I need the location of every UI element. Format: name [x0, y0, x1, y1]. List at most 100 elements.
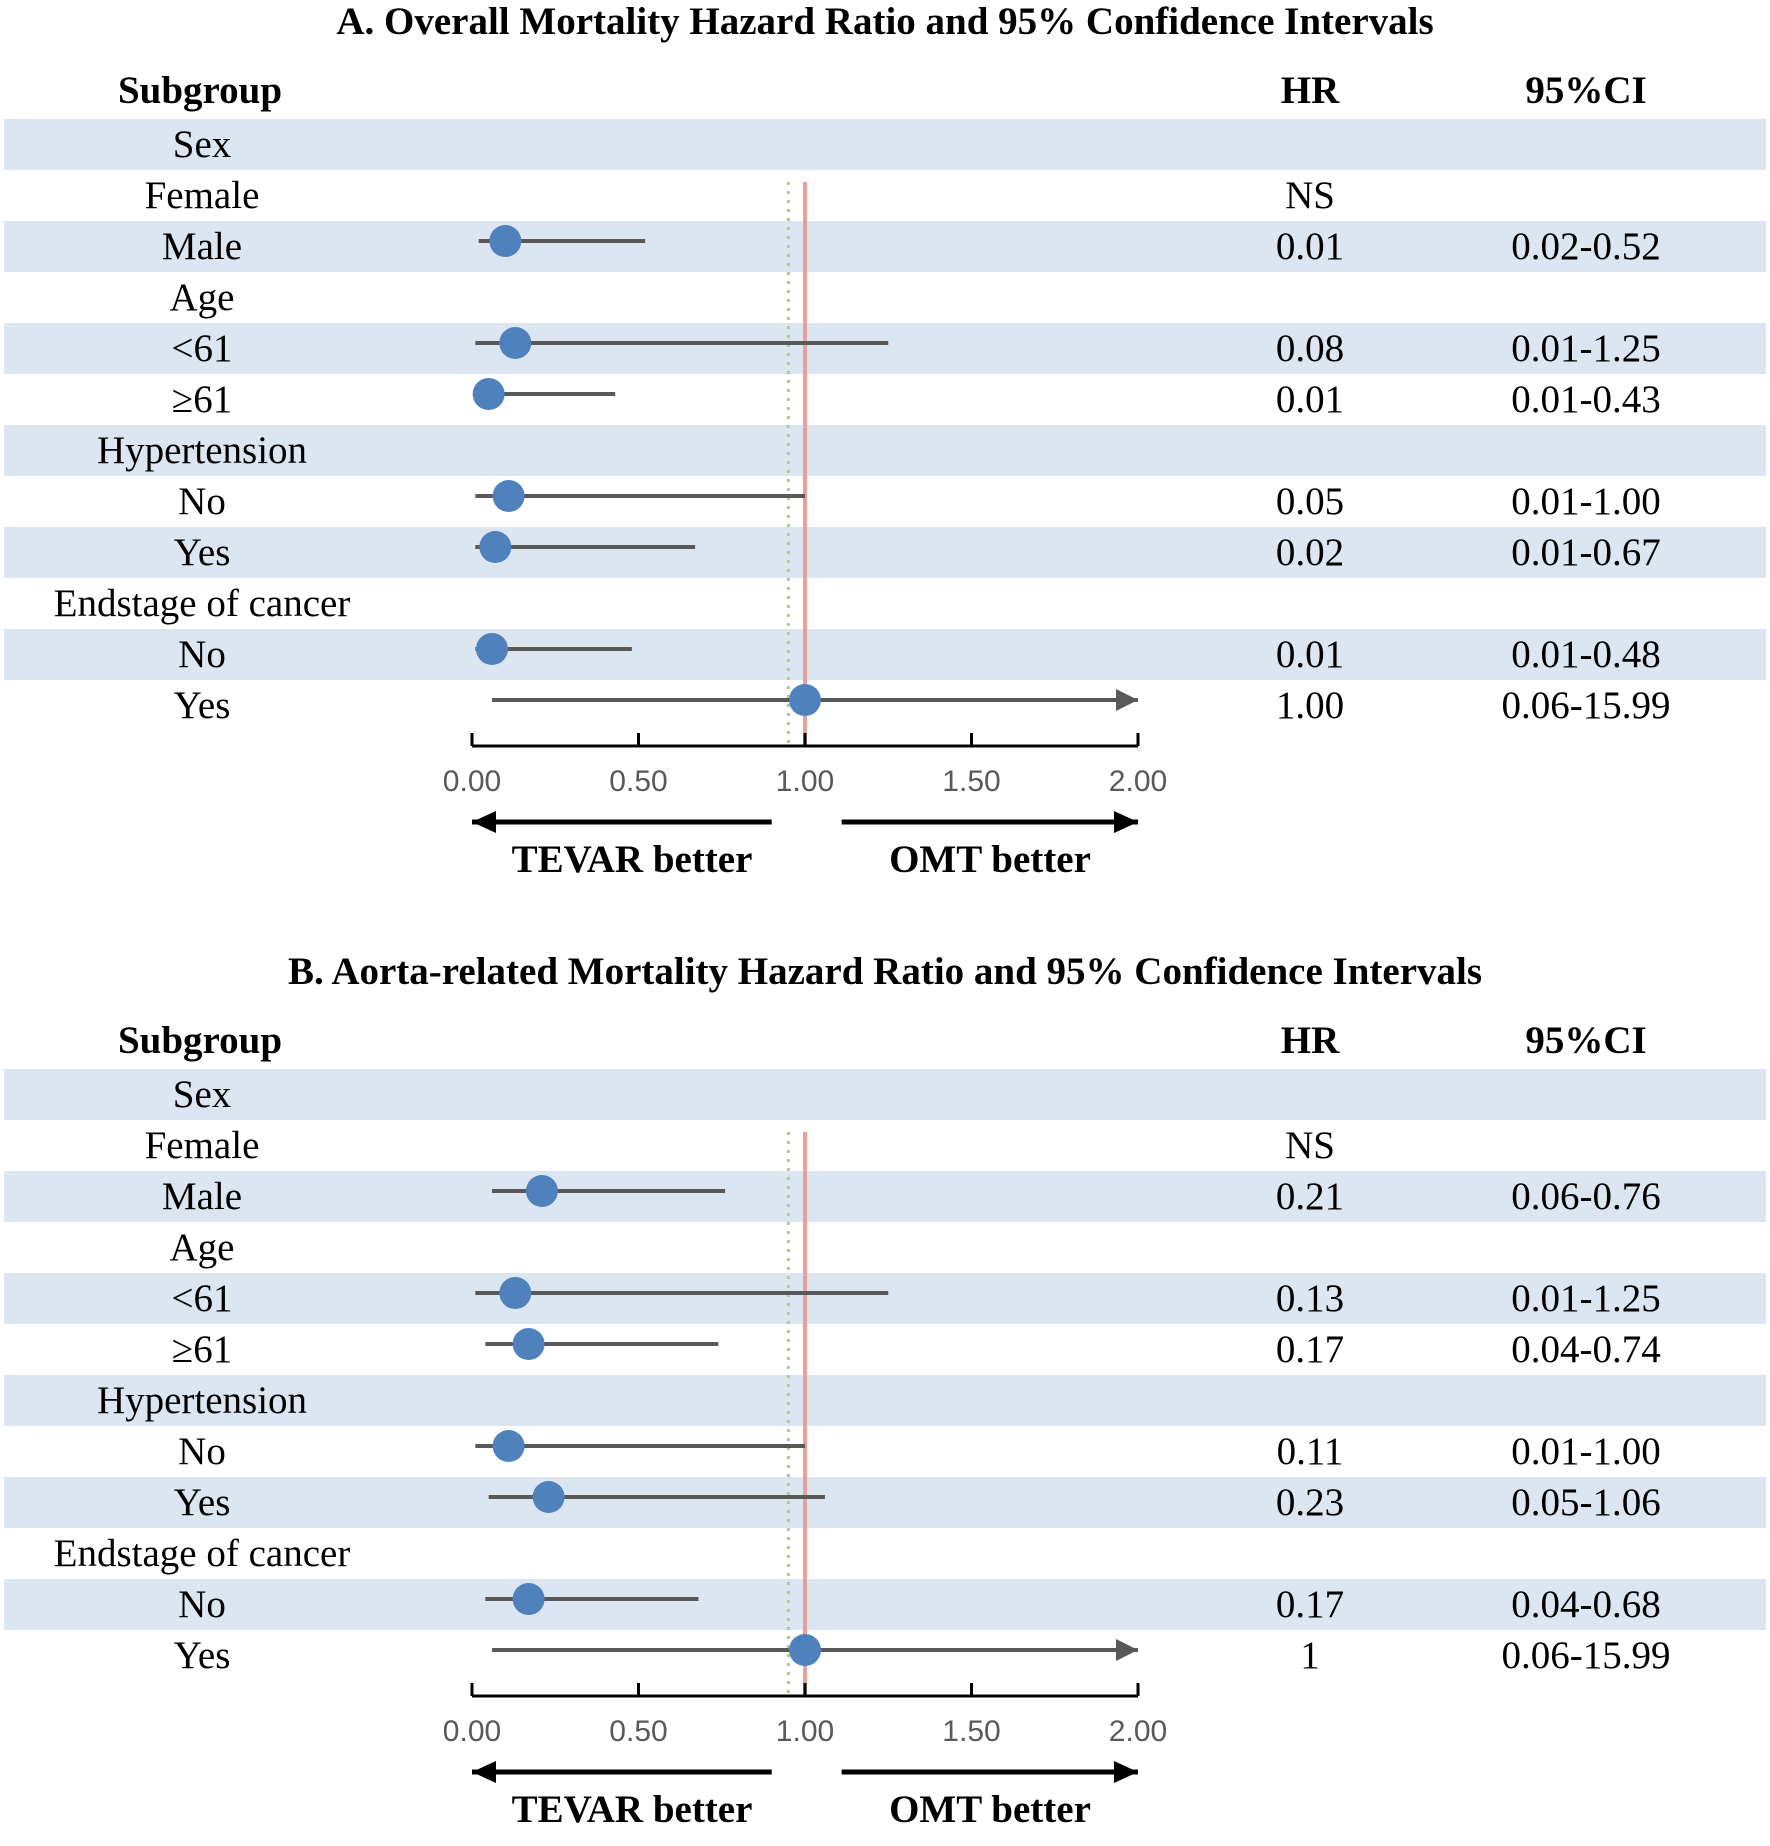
- table-row: No 0.17 0.04-0.68: [4, 1579, 1766, 1630]
- table-row: Age: [4, 272, 1766, 323]
- row-label: <61: [171, 1277, 233, 1320]
- row-label: Yes: [173, 684, 231, 727]
- table-row: Endstage of cancer: [4, 1528, 1766, 1579]
- row-label: Yes: [173, 1481, 231, 1524]
- hr-marker: [789, 684, 821, 716]
- panel-a: A. Overall Mortality Hazard Ratio and 95…: [0, 0, 1770, 900]
- hr-value: 0.13: [1275, 1277, 1345, 1320]
- x-tick-label: 1.00: [776, 1715, 834, 1748]
- table-row: Female NS: [4, 1120, 1766, 1171]
- x-tick-label: 1.50: [942, 1715, 1000, 1748]
- panel-b: B. Aorta-related Mortality Hazard Ratio …: [0, 950, 1770, 1846]
- row-label: Sex: [172, 123, 232, 166]
- row-label: Male: [161, 225, 243, 268]
- ci-value: 0.01-1.00: [1511, 1430, 1661, 1473]
- hr-header: HR: [1280, 1019, 1340, 1062]
- hr-value: 1: [1300, 1634, 1320, 1677]
- table-row: <61 0.13 0.01-1.25: [4, 1273, 1766, 1324]
- ci-value: 0.02-0.52: [1511, 225, 1661, 268]
- hr-value: NS: [1285, 1124, 1335, 1167]
- hr-marker: [475, 633, 508, 665]
- hr-header: HR: [1280, 69, 1340, 112]
- hr-marker: [789, 1634, 821, 1666]
- table-row: Hypertension: [4, 1375, 1766, 1426]
- ci-header: 95%CI: [1525, 69, 1647, 112]
- ci-value: 0.06-15.99: [1501, 684, 1671, 727]
- table-row: ≥61 0.17 0.04-0.74: [4, 1324, 1766, 1375]
- table-row: Sex: [4, 119, 1766, 170]
- table-row: Male 0.01 0.02-0.52: [4, 221, 1766, 272]
- x-tick-label: 0.50: [609, 765, 667, 798]
- row-label: No: [178, 633, 226, 676]
- ci-value: 0.01-1.25: [1511, 327, 1661, 370]
- omt-better-label: OMT better: [889, 838, 1091, 881]
- row-label: No: [178, 1583, 226, 1626]
- x-tick-label: 2.00: [1109, 765, 1167, 798]
- ci-header: 95%CI: [1525, 1019, 1647, 1062]
- table-row: No 0.05 0.01-1.00: [4, 476, 1766, 527]
- hr-value: 0.21: [1275, 1175, 1345, 1218]
- row-label: Female: [144, 1124, 260, 1167]
- ci-value: 0.01-1.25: [1511, 1277, 1661, 1320]
- row-label: Male: [161, 1175, 243, 1218]
- subgroup-header: Subgroup: [117, 1019, 283, 1062]
- row-label: <61: [171, 327, 233, 370]
- ci-value: 0.04-0.68: [1511, 1583, 1661, 1626]
- hr-marker: [499, 1277, 532, 1309]
- hr-marker: [489, 225, 522, 257]
- row-label: Female: [144, 174, 260, 217]
- forest-plot: 0.00 0.50 1.00 1.50 2.00: [443, 1132, 1167, 1783]
- ci-value: 0.01-1.00: [1511, 480, 1661, 523]
- ci-value: 0.06-15.99: [1501, 1634, 1671, 1677]
- hr-value: 0.23: [1275, 1481, 1345, 1524]
- table-row: Age: [4, 1222, 1766, 1273]
- x-tick-label: 1.00: [776, 765, 834, 798]
- tevar-better-label: TEVAR better: [511, 838, 753, 881]
- hr-marker: [472, 378, 505, 410]
- hr-value: 0.11: [1276, 1430, 1344, 1473]
- hr-value: 0.01: [1275, 633, 1345, 676]
- x-tick-label: 2.00: [1109, 1715, 1167, 1748]
- hr-marker: [499, 327, 532, 359]
- row-label: Hypertension: [96, 1379, 308, 1422]
- table-row: Male 0.21 0.06-0.76: [4, 1171, 1766, 1222]
- hr-marker: [512, 1328, 545, 1360]
- hr-value: 0.01: [1275, 225, 1345, 268]
- row-label: Age: [169, 276, 235, 319]
- table-row: Yes 1 0.06-15.99: [4, 1630, 1766, 1681]
- table-row: Hypertension: [4, 425, 1766, 476]
- table-row: No 0.11 0.01-1.00: [4, 1426, 1766, 1477]
- table-row: No 0.01 0.01-0.48: [4, 629, 1766, 680]
- hr-value: 0.17: [1275, 1328, 1345, 1371]
- hr-value: 0.01: [1275, 378, 1345, 421]
- row-label: Hypertension: [96, 429, 308, 472]
- tevar-better-label: TEVAR better: [511, 1788, 753, 1831]
- x-tick-label: 0.00: [443, 765, 501, 798]
- hr-marker: [479, 531, 512, 563]
- row-label: Sex: [172, 1073, 232, 1116]
- row-label: ≥61: [171, 1328, 233, 1371]
- hr-value: 1.00: [1275, 684, 1345, 727]
- chart-title: B. Aorta-related Mortality Hazard Ratio …: [287, 950, 1483, 993]
- chart-title: A. Overall Mortality Hazard Ratio and 95…: [336, 0, 1434, 43]
- row-label: No: [178, 480, 226, 523]
- hr-value: 0.02: [1275, 531, 1345, 574]
- table-row: Yes 1.00 0.06-15.99: [4, 680, 1766, 731]
- row-label: Yes: [173, 1634, 231, 1677]
- forest-plot: 0.00 0.50 1.00 1.50 2.00: [443, 182, 1167, 833]
- ci-value: 0.01-0.43: [1511, 378, 1661, 421]
- table-row: ≥61 0.01 0.01-0.43: [4, 374, 1766, 425]
- ci-value: 0.06-0.76: [1511, 1175, 1661, 1218]
- row-label: Endstage of cancer: [53, 1532, 351, 1575]
- hr-marker: [492, 1430, 525, 1462]
- table-row: <61 0.08 0.01-1.25: [4, 323, 1766, 374]
- table-row: Yes 0.02 0.01-0.67: [4, 527, 1766, 578]
- x-tick-label: 0.50: [609, 1715, 667, 1748]
- ci-value: 0.01-0.67: [1511, 531, 1661, 574]
- row-label: Yes: [173, 531, 231, 574]
- hr-marker: [512, 1583, 545, 1615]
- x-tick-label: 0.00: [443, 1715, 501, 1748]
- ci-value: 0.04-0.74: [1511, 1328, 1661, 1371]
- x-tick-label: 1.50: [942, 765, 1000, 798]
- omt-better-label: OMT better: [889, 1788, 1091, 1831]
